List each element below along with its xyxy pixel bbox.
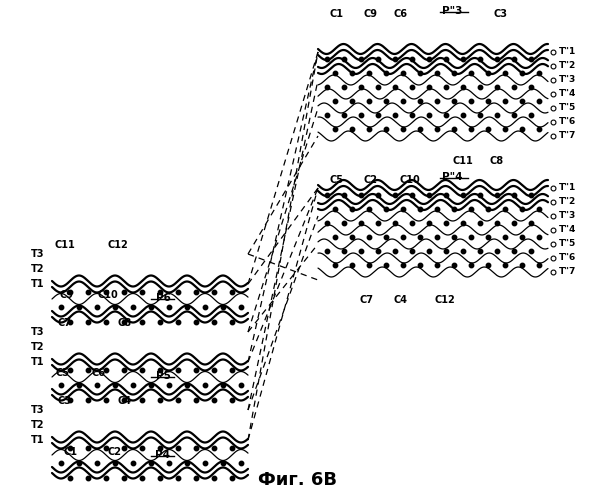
Text: P"4: P"4 (442, 172, 462, 182)
Text: P"3: P"3 (442, 6, 462, 16)
Text: C3: C3 (58, 396, 72, 406)
Text: T"1: T"1 (559, 48, 576, 56)
Text: T"3: T"3 (559, 212, 576, 220)
Text: T"3: T"3 (559, 76, 576, 84)
Text: T"5: T"5 (559, 240, 576, 248)
Text: T1: T1 (31, 435, 45, 445)
Text: C2: C2 (108, 447, 122, 457)
Text: C10: C10 (98, 290, 118, 300)
Text: C1: C1 (63, 447, 77, 457)
Text: C5: C5 (55, 368, 69, 378)
Text: P4: P4 (155, 450, 171, 460)
Text: C8: C8 (118, 318, 132, 328)
Text: T2: T2 (31, 264, 45, 274)
Text: C12: C12 (435, 295, 456, 305)
Text: T2: T2 (31, 420, 45, 430)
Text: T"5: T"5 (559, 104, 576, 112)
Text: T"4: T"4 (559, 90, 576, 98)
Text: T1: T1 (31, 279, 45, 289)
Text: C11: C11 (453, 156, 473, 166)
Text: C6: C6 (393, 9, 407, 19)
Text: T3: T3 (31, 405, 45, 415)
Text: P6: P6 (156, 293, 170, 303)
Text: P5: P5 (156, 371, 170, 381)
Text: C1: C1 (330, 9, 344, 19)
Text: T"7: T"7 (559, 268, 576, 276)
Text: T"1: T"1 (559, 184, 576, 192)
Text: C6: C6 (91, 368, 105, 378)
Text: C3: C3 (493, 9, 507, 19)
Text: C2: C2 (363, 175, 377, 185)
Text: C4: C4 (118, 396, 132, 406)
Text: T"2: T"2 (559, 198, 576, 206)
Text: T"4: T"4 (559, 226, 576, 234)
Text: C7: C7 (58, 318, 72, 328)
Text: C5: C5 (330, 175, 344, 185)
Text: C9: C9 (59, 290, 73, 300)
Text: C8: C8 (490, 156, 504, 166)
Text: T3: T3 (31, 327, 45, 337)
Text: T2: T2 (31, 342, 45, 352)
Text: T3: T3 (31, 249, 45, 259)
Text: C9: C9 (363, 9, 377, 19)
Text: C4: C4 (393, 295, 407, 305)
Text: C7: C7 (359, 295, 373, 305)
Text: T1: T1 (31, 357, 45, 367)
Text: C10: C10 (399, 175, 420, 185)
Text: C11: C11 (54, 240, 75, 250)
Text: C12: C12 (107, 240, 128, 250)
Text: T"2: T"2 (559, 62, 576, 70)
Text: T"7: T"7 (559, 132, 576, 140)
Text: T"6: T"6 (559, 254, 576, 262)
Text: T"6: T"6 (559, 118, 576, 126)
Text: Фиг. 6В: Фиг. 6В (259, 471, 337, 489)
